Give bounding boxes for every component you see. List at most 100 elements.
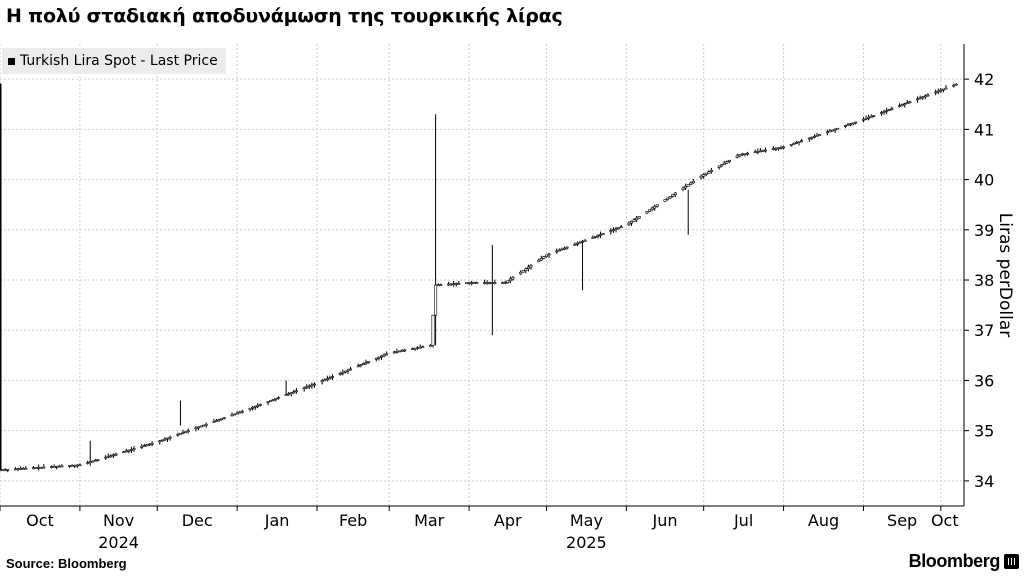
candle-body <box>24 467 28 470</box>
candle-body <box>436 284 440 287</box>
candle-body <box>55 465 59 468</box>
candle-body <box>379 355 383 358</box>
candle-body <box>39 466 43 469</box>
candle-body <box>475 282 479 284</box>
candle-body <box>57 465 61 468</box>
candle-body <box>382 354 386 357</box>
candle-body <box>452 283 456 285</box>
candle-body <box>271 399 275 401</box>
candle-body <box>323 379 327 382</box>
candle-body <box>779 147 783 149</box>
candle-body <box>547 253 551 256</box>
candle-body <box>400 350 404 352</box>
candle-body <box>756 151 760 153</box>
candle-body <box>794 142 798 144</box>
candle-body <box>196 426 200 429</box>
candle-body <box>519 271 523 275</box>
y-tick-label: 36 <box>974 371 994 390</box>
x-tick-label: Apr <box>494 511 522 530</box>
candle-body <box>954 83 958 86</box>
y-tick-label: 37 <box>974 321 994 340</box>
candle-body <box>578 241 582 244</box>
candle-body <box>617 227 621 229</box>
candle-body <box>738 154 742 157</box>
candle-body <box>73 464 77 467</box>
candle-body <box>890 108 894 110</box>
candle-body <box>6 469 10 471</box>
candle-body <box>428 345 432 347</box>
candle-body <box>544 254 548 257</box>
candle-body <box>160 439 164 442</box>
candle-body <box>68 465 72 467</box>
candle-body <box>284 394 288 396</box>
candle-body <box>248 407 252 410</box>
candle-body <box>220 418 224 420</box>
candle-body <box>593 236 597 238</box>
candle-body <box>377 356 381 359</box>
candle-body <box>398 350 402 353</box>
candle-body <box>343 370 347 373</box>
candle-body <box>276 397 280 399</box>
candle-body <box>627 222 631 226</box>
candle-body <box>147 443 151 446</box>
candle-body <box>256 405 260 407</box>
candle-body <box>418 346 422 349</box>
candle-body <box>771 148 775 151</box>
candle-body <box>194 427 198 430</box>
candle-body <box>86 462 90 464</box>
candle-body <box>258 404 262 406</box>
candle-body <box>524 268 528 271</box>
candle-body <box>361 363 365 365</box>
candle-body <box>934 91 938 94</box>
candle-body <box>470 282 474 284</box>
chart-title: Η πολύ σταδιακή αποδυνάμωση της τουρκική… <box>6 5 563 27</box>
candle-body <box>867 117 871 119</box>
y-axis: 34 35 36 37 38 39 40 41 42 <box>963 44 994 506</box>
candle-body <box>91 460 95 463</box>
candle-body <box>681 187 685 190</box>
candle-body <box>37 467 41 469</box>
candle-body <box>851 122 855 125</box>
candle-body <box>921 96 925 99</box>
candle-body <box>359 364 363 367</box>
candle-body <box>132 448 136 450</box>
candle-body <box>861 119 865 121</box>
x-year-label: 2025 <box>566 533 607 552</box>
candle-body <box>465 282 469 285</box>
candle-body <box>887 109 891 111</box>
x-tick-label: Jun <box>652 511 678 530</box>
candle-body <box>493 282 497 284</box>
candle-body <box>619 226 623 229</box>
candle-body <box>403 349 407 352</box>
candle-body <box>720 164 724 167</box>
candle-body <box>215 420 219 422</box>
candle-body <box>367 361 371 363</box>
candle-body <box>815 135 819 137</box>
candle-body <box>882 111 886 113</box>
candle-body <box>722 162 726 165</box>
candle-body <box>16 468 20 471</box>
candle-body <box>106 456 110 458</box>
candle-body <box>671 194 675 197</box>
candle-body <box>19 468 23 470</box>
candle-body <box>60 465 64 468</box>
y-tick-label: 41 <box>974 120 994 139</box>
y-tick-label: 34 <box>974 472 994 491</box>
candle-body <box>581 241 585 243</box>
candle-body <box>526 266 530 270</box>
candle-body <box>629 221 633 224</box>
candle-body <box>843 125 847 127</box>
candle-body <box>238 411 242 414</box>
candle-body <box>825 131 829 134</box>
candle-body <box>240 410 244 413</box>
candle-body <box>508 278 512 282</box>
candle-body <box>163 438 167 441</box>
candle-body <box>129 449 133 451</box>
x-year-label: 2024 <box>98 533 139 552</box>
candle-body <box>392 351 396 354</box>
candle-body <box>93 459 97 462</box>
candle-body <box>181 432 185 434</box>
candle-body <box>114 453 118 456</box>
candle-body <box>166 437 170 440</box>
